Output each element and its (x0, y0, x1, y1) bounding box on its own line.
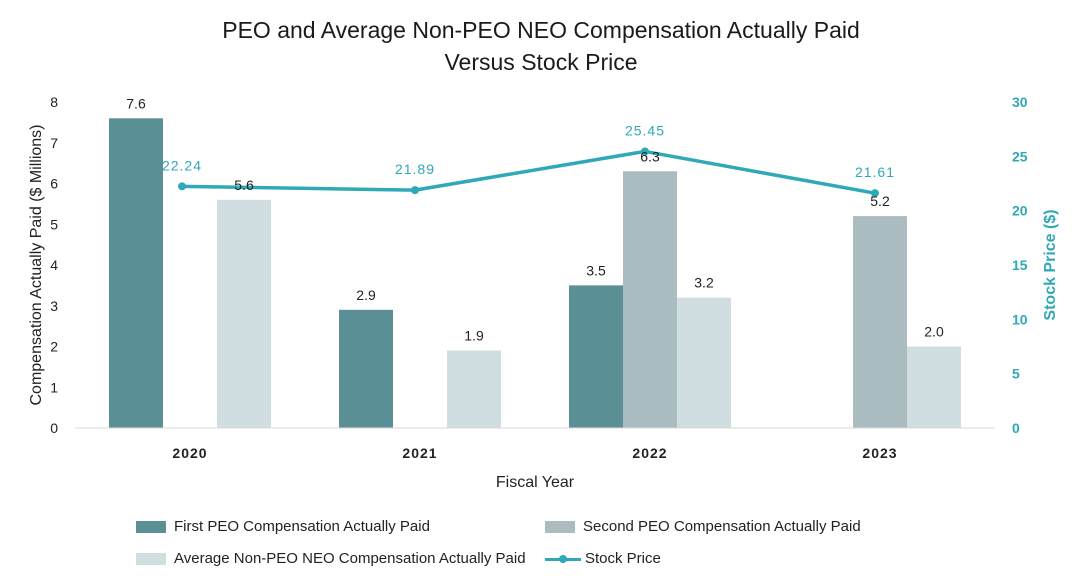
bar-first-peo-compensation-actually-paid-2020 (109, 118, 163, 429)
bar-data-label: 1.9 (464, 328, 484, 344)
chart-title-line-2: Versus Stock Price (444, 49, 638, 75)
point-stock-price-2023 (871, 189, 879, 198)
y2-tick-label: 30 (1012, 94, 1028, 110)
bar-data-label: 5.2 (870, 193, 890, 209)
bar-first-peo-compensation-actually-paid-2022 (569, 285, 623, 428)
line-data-label: 25.45 (625, 122, 665, 138)
bar-data-label: 3.5 (586, 262, 606, 278)
y-tick-label: 7 (50, 135, 58, 151)
bar-second-peo-compensation-actually-paid-2023 (853, 216, 907, 428)
x-tick-label: 2023 (862, 445, 897, 461)
legend-swatch-non-peo-neo (136, 552, 166, 565)
y-tick-label: 5 (50, 216, 58, 232)
legend-swatch-stock-price (545, 553, 581, 565)
point-stock-price-2020 (178, 182, 186, 191)
x-tick-label: 2020 (172, 445, 207, 461)
y-tick-label: 6 (50, 176, 58, 192)
line-data-label: 22.24 (162, 157, 202, 173)
bar-data-label: 6.3 (640, 148, 660, 164)
legend-item-second-peo: Second PEO Compensation Actually Paid (545, 518, 861, 535)
y-tick-label: 8 (50, 94, 58, 110)
legend-label-non-peo-neo: Average Non-PEO NEO Compensation Actuall… (174, 550, 526, 567)
bar-average-non-peo-neo-compensation-actually-paid-2021 (447, 350, 501, 428)
x-tick-label: 2021 (402, 445, 437, 461)
y-tick-label: 4 (50, 257, 58, 273)
legend-item-stock-price: Stock Price (545, 550, 661, 567)
chart-title: PEO and Average Non-PEO NEO Compensation… (0, 14, 1082, 78)
legend-swatch-first-peo (136, 520, 166, 533)
y2-tick-label: 20 (1012, 203, 1028, 219)
y2-tick-label: 10 (1012, 311, 1028, 327)
bar-average-non-peo-neo-compensation-actually-paid-2023 (907, 346, 961, 428)
bar-average-non-peo-neo-compensation-actually-paid-2020 (217, 199, 271, 428)
line-data-label: 21.89 (395, 161, 435, 177)
y-tick-label: 0 (50, 420, 58, 436)
chart-title-line-1: PEO and Average Non-PEO NEO Compensation… (222, 17, 860, 43)
y-axis-title: Compensation Actually Paid ($ Millions) (28, 124, 45, 405)
bar-data-label: 5.6 (234, 177, 254, 193)
legend-label-stock-price: Stock Price (585, 550, 661, 567)
legend-swatch-second-peo (545, 520, 575, 533)
point-stock-price-2022 (641, 147, 649, 156)
y2-tick-label: 0 (1012, 420, 1020, 436)
y-tick-label: 2 (50, 339, 58, 355)
bar-second-peo-compensation-actually-paid-2022 (623, 171, 677, 428)
y2-axis-title: Stock Price ($) (1042, 209, 1059, 320)
bar-data-label: 7.6 (126, 95, 146, 111)
y-tick-label: 3 (50, 298, 58, 314)
bar-data-label: 2.9 (356, 287, 376, 303)
bar-average-non-peo-neo-compensation-actually-paid-2022 (677, 297, 731, 428)
point-stock-price-2021 (411, 186, 419, 195)
y2-tick-label: 25 (1012, 148, 1028, 164)
x-axis-title: Fiscal Year (496, 474, 575, 491)
y2-tick-label: 5 (1012, 366, 1020, 382)
y-tick-label: 1 (50, 379, 58, 395)
y2-tick-label: 15 (1012, 257, 1028, 273)
line-stock-price (181, 149, 876, 195)
chart-plot-area: 0 1 2 3 4 5 6 7 8 0 5 10 15 20 25 30 2020 2021 2022 2023 Fis… (28, 94, 1059, 491)
bar-data-label: 3.2 (694, 275, 714, 291)
line-data-label: 21.61 (855, 164, 895, 180)
legend-item-first-peo: First PEO Compensation Actually Paid (136, 518, 430, 535)
legend-label-first-peo: First PEO Compensation Actually Paid (174, 518, 430, 535)
legend-label-second-peo: Second PEO Compensation Actually Paid (583, 518, 861, 535)
bar-data-label: 2.0 (924, 324, 944, 340)
x-tick-label: 2022 (632, 445, 667, 461)
bar-first-peo-compensation-actually-paid-2021 (339, 309, 393, 428)
legend-item-non-peo-neo: Average Non-PEO NEO Compensation Actuall… (136, 550, 526, 567)
